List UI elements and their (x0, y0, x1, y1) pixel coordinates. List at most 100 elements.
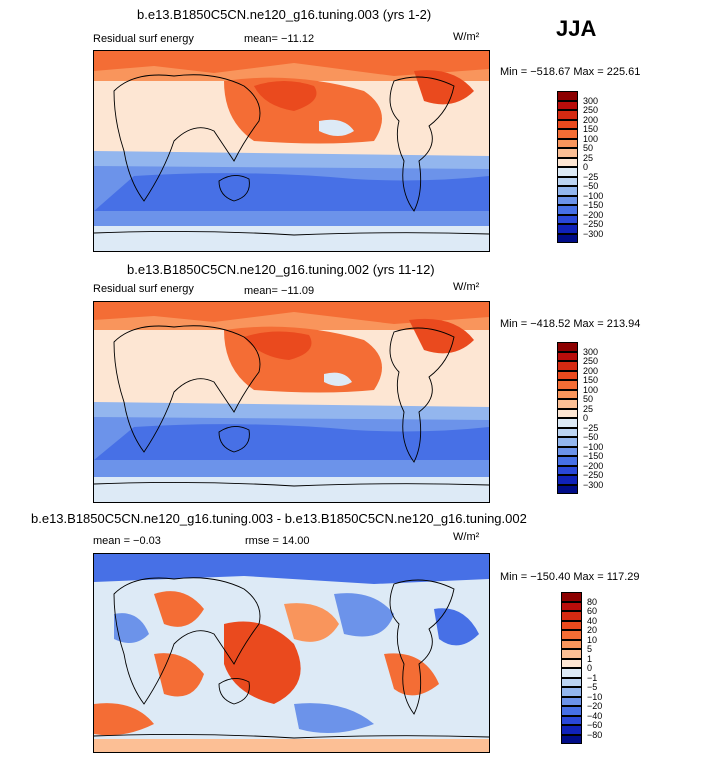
panel-2-mean-label: mean= −11.09 (244, 285, 315, 297)
colorbar-box (561, 687, 582, 697)
colorbar-tick-label: 300 (583, 95, 599, 106)
colorbar-box (557, 465, 578, 475)
panel-3-rmse-label: rmse = 14.00 (245, 535, 310, 547)
colorbar-tick-label: −5 (587, 682, 598, 692)
panel-3-map-field (94, 554, 489, 752)
panel-2-variable-label: Residual surf energy (93, 283, 194, 295)
colorbar-box (557, 380, 578, 390)
colorbar-box (557, 138, 578, 148)
colorbar-tick-label: 50 (583, 143, 594, 153)
colorbar-box (557, 233, 578, 243)
colorbar-box (561, 725, 582, 735)
colorbar-tick-label: 25 (583, 152, 594, 163)
colorbar-box (561, 696, 582, 706)
colorbar-box (557, 167, 578, 177)
colorbar-tick-label: 200 (583, 114, 599, 125)
colorbar-box (557, 418, 578, 428)
colorbar-box (557, 370, 578, 380)
colorbar-box (557, 100, 578, 110)
colorbar-box (557, 446, 578, 456)
panel-2-title: b.e13.B1850C5CN.ne120_g16.tuning.002 (yr… (127, 262, 435, 277)
colorbar-tick-label: −150 (583, 451, 604, 461)
colorbar-box (561, 611, 582, 621)
colorbar-tick-label: 250 (583, 105, 599, 115)
colorbar-tick-label: −40 (587, 710, 603, 721)
colorbar-tick-label: −10 (587, 691, 603, 702)
colorbar-box (557, 389, 578, 399)
panel-3-map (93, 553, 490, 753)
colorbar-tick-label: 250 (583, 356, 599, 366)
colorbar-box (561, 715, 582, 725)
colorbar-tick-label: −300 (583, 228, 604, 239)
colorbar-tick-label: 60 (587, 606, 598, 616)
colorbar-box (557, 351, 578, 361)
panel-1-variable-label: Residual surf energy (93, 33, 194, 45)
colorbar-box (557, 119, 578, 129)
colorbar-box (557, 399, 578, 409)
colorbar-tick-label: 50 (583, 394, 594, 404)
colorbar-box (561, 630, 582, 640)
colorbar-box (561, 649, 582, 659)
colorbar-box (557, 91, 578, 101)
panel-1-mean-label: mean= −11.12 (244, 33, 315, 45)
colorbar-box (561, 734, 582, 744)
colorbar-tick-label: 5 (587, 644, 593, 654)
colorbar-box (557, 361, 578, 371)
colorbar-box (557, 176, 578, 186)
colorbar-tick-label: 40 (587, 615, 598, 626)
panel-2-units: W/m² (453, 281, 480, 293)
colorbar-box (557, 342, 578, 352)
colorbar-box (561, 677, 582, 687)
panel-1-units: W/m² (453, 31, 480, 43)
colorbar-box (557, 110, 578, 120)
colorbar-tick-label: −200 (583, 209, 604, 220)
colorbar-box (561, 706, 582, 716)
colorbar-tick-label: −150 (583, 200, 604, 210)
colorbar-box (557, 157, 578, 167)
panel-1-map (93, 50, 490, 252)
colorbar-tick-label: 300 (583, 346, 599, 357)
panel-2-map-field (94, 302, 489, 502)
colorbar-tick-label: −50 (583, 181, 599, 191)
colorbar-box (557, 408, 578, 418)
panel-3-minmax: Min = −150.40 Max = 117.29 (500, 571, 640, 583)
colorbar-tick-label: 200 (583, 365, 599, 376)
colorbar-tick-label: −300 (583, 479, 604, 490)
colorbar-box (557, 195, 578, 205)
colorbar-box (557, 437, 578, 447)
panel-1-minmax: Min = −518.67 Max = 225.61 (500, 66, 641, 78)
colorbar-box (557, 484, 578, 494)
colorbar-tick-label: −50 (583, 432, 599, 442)
colorbar-tick-label: −250 (583, 219, 604, 229)
colorbar-box (561, 601, 582, 611)
colorbar-box (561, 620, 582, 630)
panel-3-units: W/m² (453, 531, 480, 543)
colorbar-tick-label: 100 (583, 133, 599, 144)
colorbar-box (557, 224, 578, 234)
colorbar-box (557, 475, 578, 485)
panel-2-map (93, 301, 490, 503)
panel-3-title: b.e13.B1850C5CN.ne120_g16.tuning.003 - b… (31, 511, 527, 526)
colorbar-tick-label: −20 (587, 701, 603, 711)
panel-2-minmax: Min = −418.52 Max = 213.94 (500, 318, 641, 330)
colorbar-box (557, 456, 578, 466)
colorbar-tick-label: −250 (583, 470, 604, 480)
colorbar-tick-label: 150 (583, 375, 599, 385)
colorbar-tick-label: −25 (583, 171, 599, 182)
colorbar-box (557, 129, 578, 139)
colorbar-box (557, 214, 578, 224)
season-label: JJA (556, 16, 597, 41)
colorbar-tick-label: 1 (587, 653, 593, 664)
colorbar-tick-label: −100 (583, 441, 604, 452)
colorbar-tick-label: −200 (583, 460, 604, 471)
panel-3-mean-label: mean = −0.03 (93, 535, 161, 547)
colorbar-tick-label: 25 (583, 403, 594, 414)
colorbar-tick-label: −1 (587, 672, 598, 683)
colorbar-tick-label: 0 (583, 162, 589, 172)
colorbar-tick-label: 20 (587, 625, 598, 635)
colorbar-box (561, 658, 582, 668)
colorbar-box (557, 427, 578, 437)
colorbar-tick-label: 0 (583, 413, 589, 423)
colorbar-tick-label: −25 (583, 422, 599, 433)
colorbar-tick-label: −80 (587, 729, 603, 740)
